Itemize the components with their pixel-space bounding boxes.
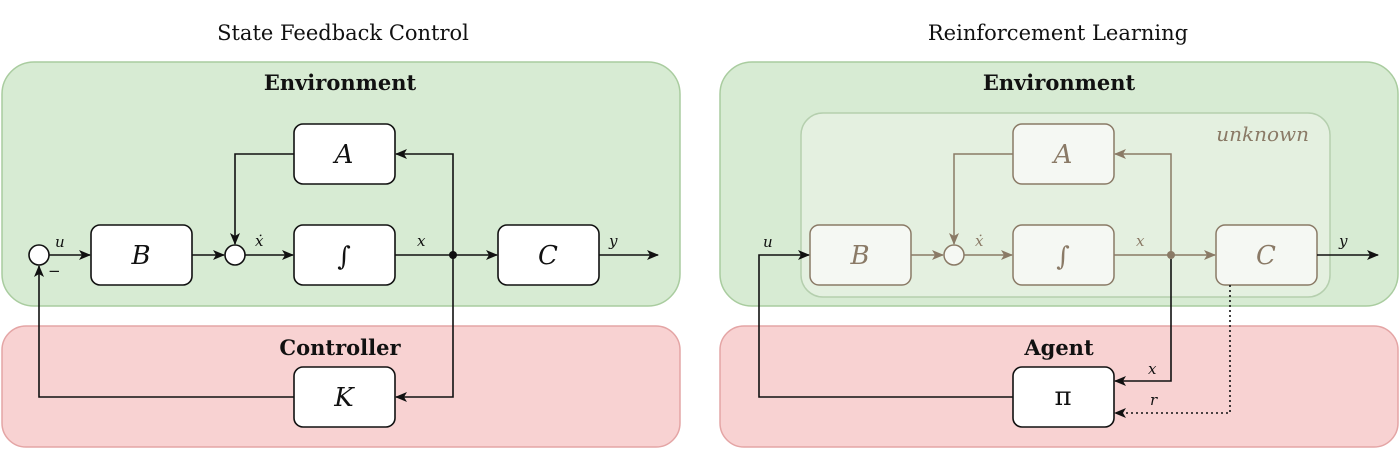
arrow-x-to-a [395,149,454,255]
arrow-k-feedback [34,265,294,398]
block-k-label: K [333,383,355,413]
rl-signal-xdot-label: ẋ [975,232,984,250]
block-a-label: A [333,140,354,170]
rl-block-integrator-label: ∫ [1056,242,1070,272]
arrow-x-to-k [395,255,454,402]
controller-label: Controller [279,335,401,360]
rl-block-c-label: C [1256,241,1276,271]
signal-xdot-label: ẋ [255,232,264,250]
signal-minus-label: − [48,262,61,280]
rl-signal-y-label: y [1338,232,1348,250]
rl-arrow-a-to-sum [949,153,1013,245]
left-signal-lines [34,149,659,402]
rl-arrow-x-to-a [1114,149,1172,255]
arrow-action-u [758,250,1013,398]
input-summing-junction [28,244,50,266]
signal-u-label: u [55,233,65,251]
block-c-label: C [538,241,558,271]
unknown-label: unknown [1216,122,1309,146]
rl-signal-lines [758,250,1379,418]
block-integrator-label: ∫ [337,242,351,272]
left-environment-label: Environment [264,70,417,95]
right-title: Reinforcement Learning [928,21,1188,45]
arrow-state-to-agent [1114,259,1172,386]
rl-internal-lines [911,149,1216,260]
arrow-a-to-sum [230,153,294,245]
rl-signal-u-label: u [763,233,773,251]
reinforcement-learning-diagram: Reinforcement Learning Environment Agent… [719,21,1399,448]
rl-signal-x-label: x [1136,232,1145,250]
rl-agent-x-label: x [1148,360,1157,378]
policy-block-pi-label: π [1054,382,1071,412]
signal-y-label: y [608,232,618,250]
signal-x-label: x [417,232,426,250]
right-environment-label: Environment [983,70,1136,95]
state-summing-junction [224,244,246,266]
rl-block-b-label: B [849,241,869,271]
rl-summing-junction [943,244,965,266]
block-b-label: B [130,241,150,271]
rl-reward-r-label: r [1150,391,1158,409]
left-title: State Feedback Control [217,21,469,45]
state-feedback-diagram: State Feedback Control Environment Contr… [1,21,681,448]
agent-label: Agent [1023,335,1094,360]
rl-block-a-label: A [1052,140,1073,170]
